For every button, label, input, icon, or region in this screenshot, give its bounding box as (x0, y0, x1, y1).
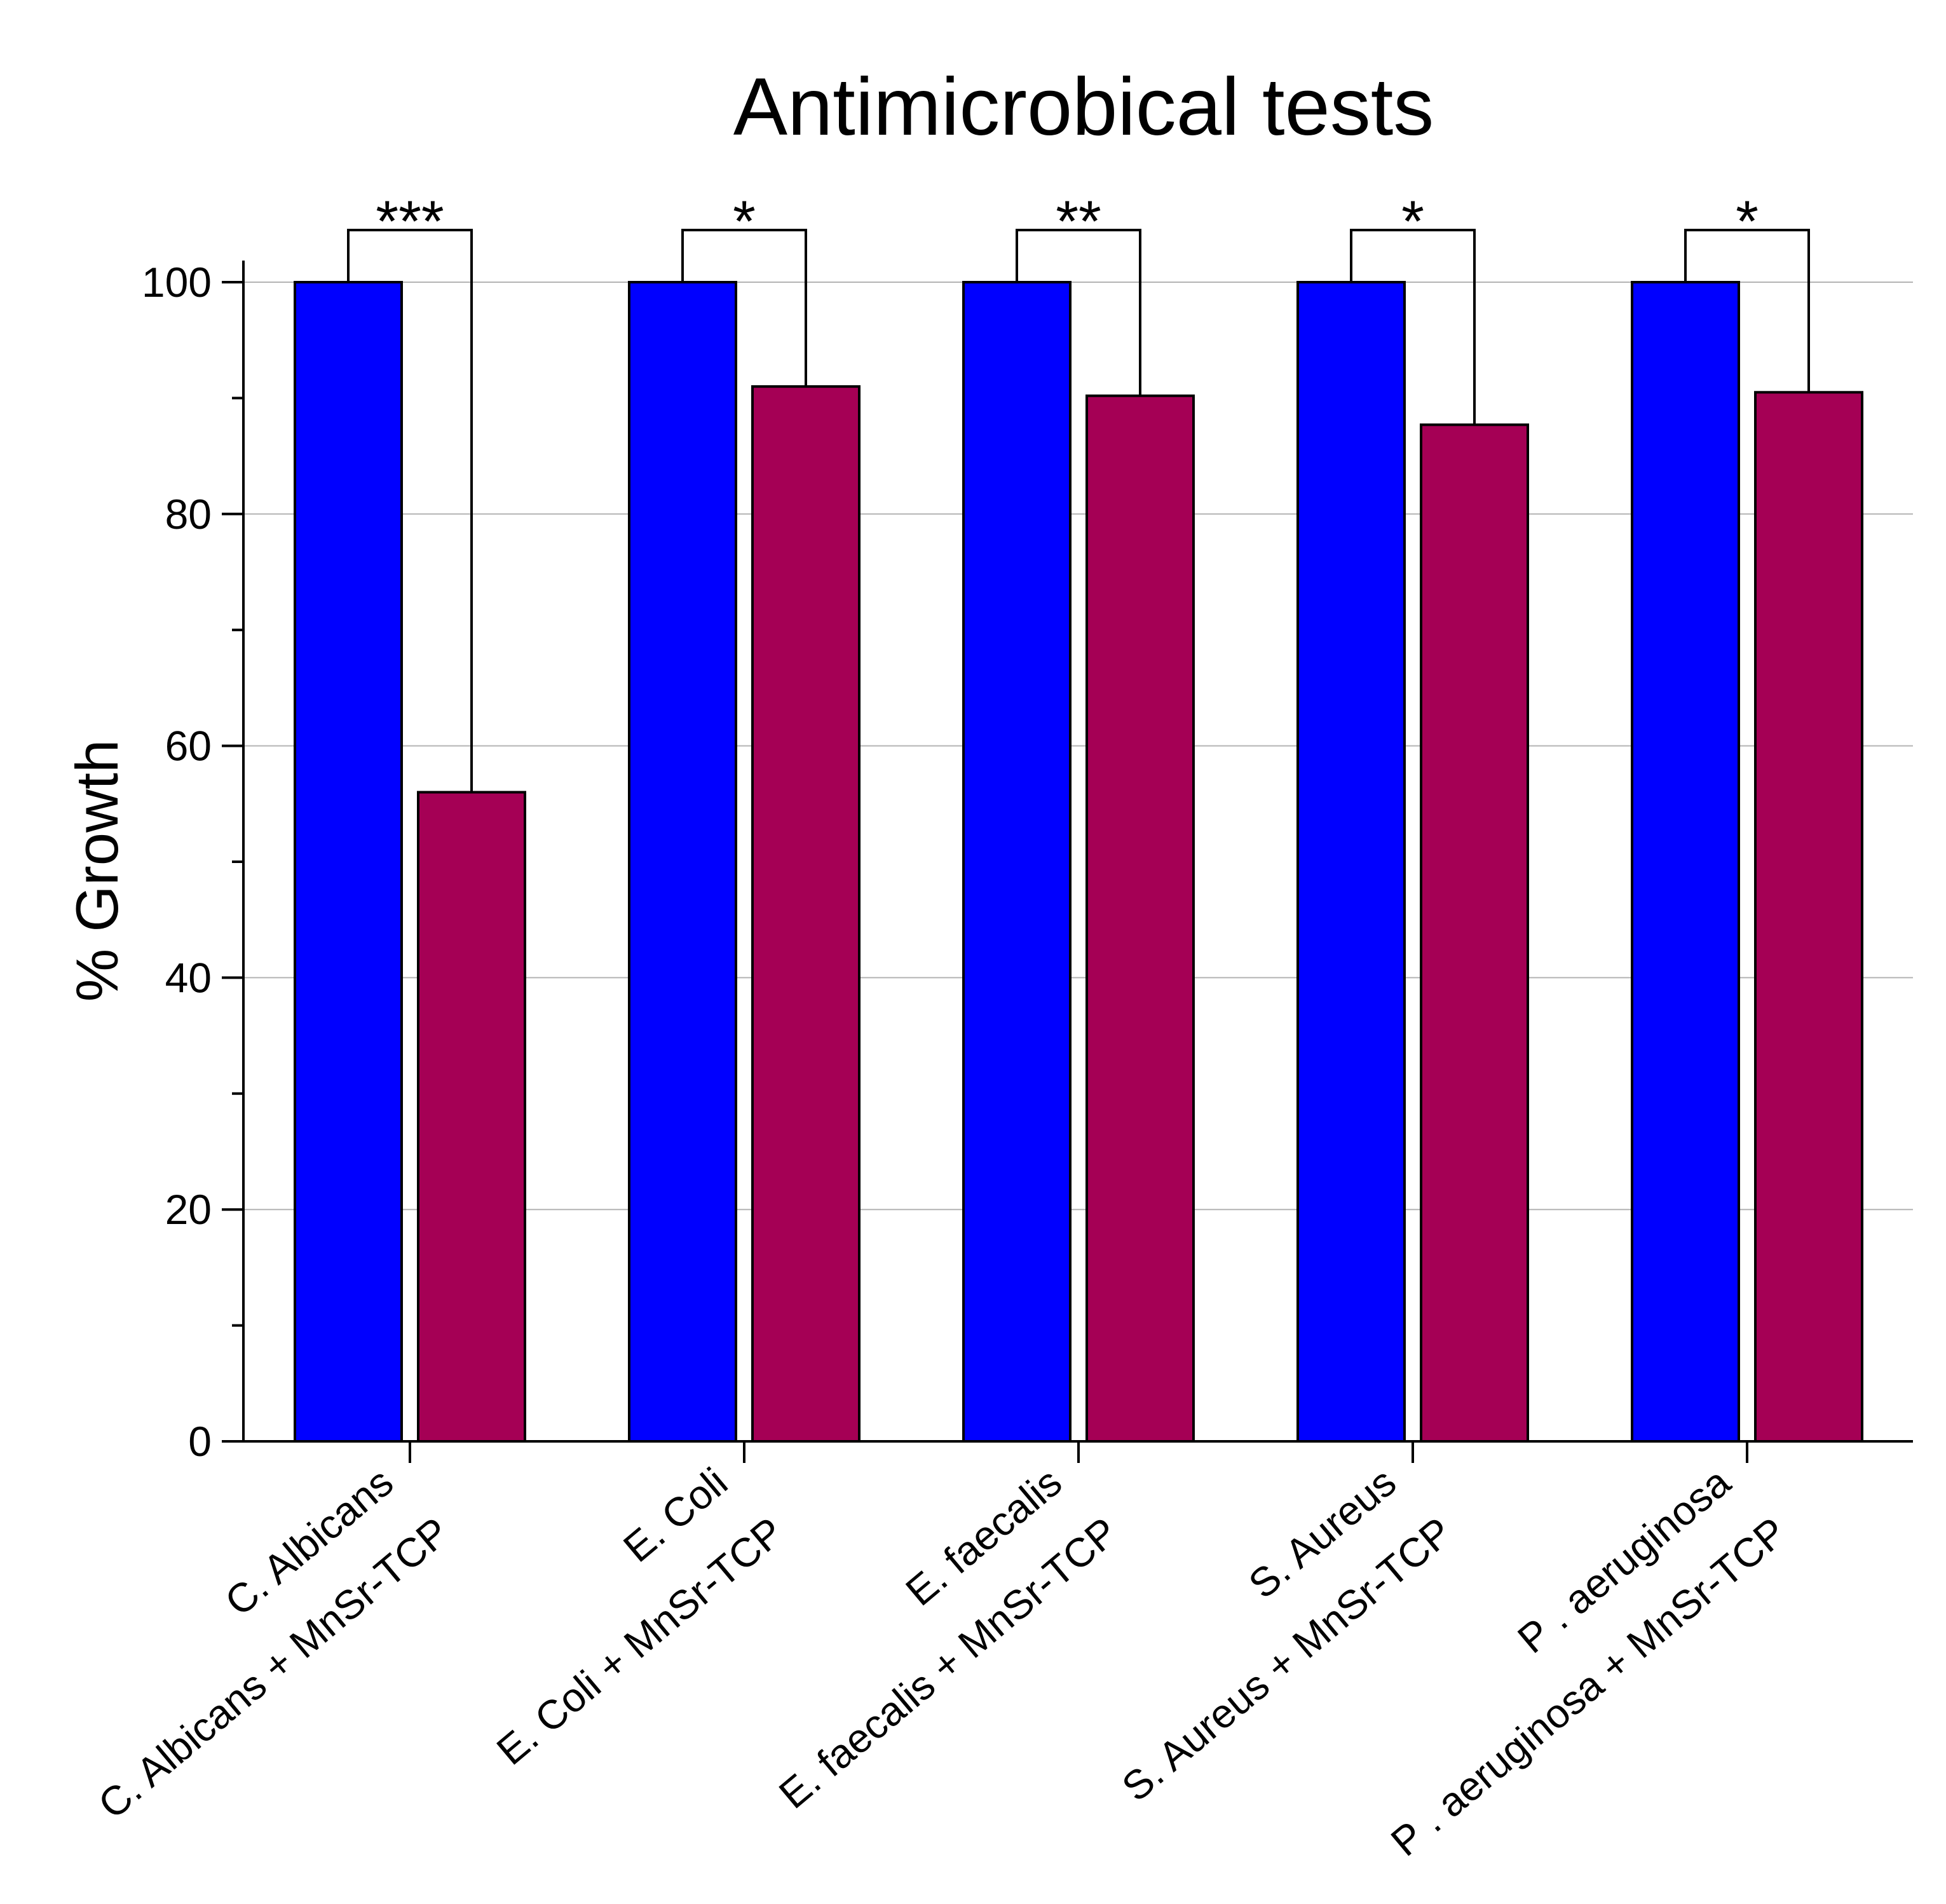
significance-stars: *** (376, 189, 444, 254)
bar-control (962, 281, 1072, 1443)
y-tick-label: 100 (142, 259, 212, 306)
bar-control (1296, 281, 1406, 1443)
significance-stars: ** (1056, 189, 1101, 254)
significance-stars: * (733, 189, 756, 254)
bar-control (294, 281, 403, 1443)
y-tick-label: 60 (165, 723, 212, 770)
bar-treated (1754, 391, 1863, 1443)
significance-stars: * (1736, 189, 1759, 254)
bar-control (1631, 281, 1740, 1443)
bar-treated (1085, 394, 1195, 1443)
bar-control (628, 281, 737, 1443)
bar-treated (417, 791, 526, 1443)
bars (294, 281, 1863, 1443)
significance-bracket (1350, 229, 1476, 425)
y-tick-label: 20 (165, 1186, 212, 1233)
chart-title: Antimicrobical tests (733, 62, 1434, 153)
y-tick-label: 80 (165, 491, 212, 538)
significance-bracket (1684, 229, 1810, 393)
significance-stars: * (1401, 189, 1424, 254)
significance-bracket (1016, 229, 1141, 396)
y-axis-ticks: 0 20 40 60 80 100 (142, 259, 243, 1465)
significance-bracket (681, 229, 807, 387)
bar-treated (1420, 423, 1529, 1443)
significance-bracket (347, 229, 473, 792)
y-axis-label: % Growth (64, 740, 130, 1002)
y-tick-label: 40 (165, 954, 212, 1001)
y-tick-label: 0 (188, 1418, 212, 1465)
axes (222, 261, 1913, 1463)
bar-treated (751, 385, 861, 1443)
significance-brackets: *** * ** * * (347, 189, 1810, 792)
